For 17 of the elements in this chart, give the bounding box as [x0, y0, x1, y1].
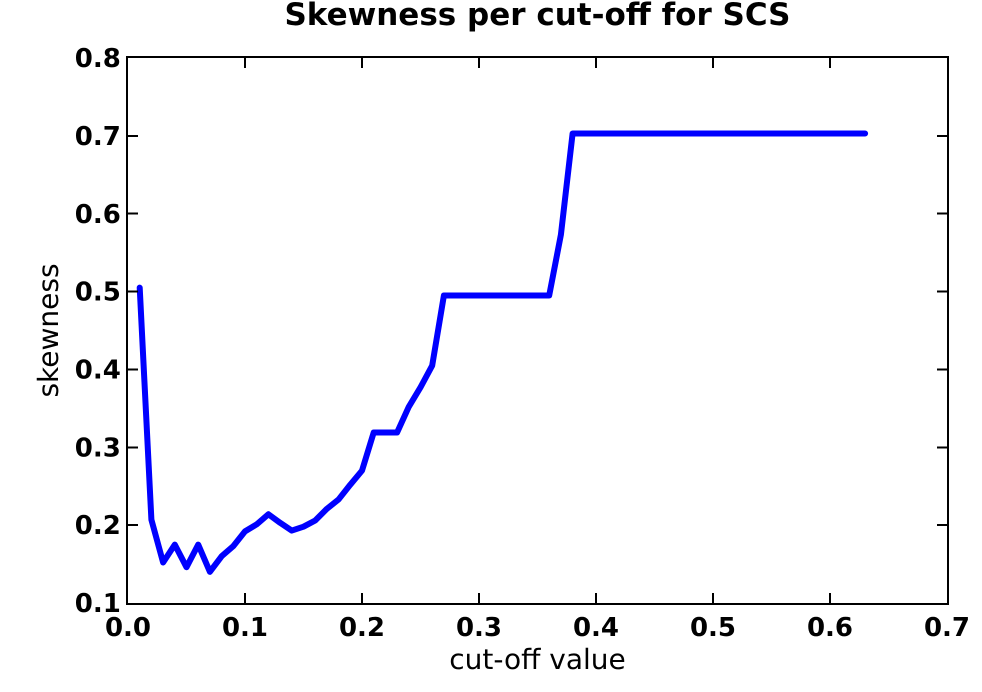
- y-tick-label: 0.3: [74, 433, 121, 464]
- y-tick-label: 0.6: [74, 200, 121, 230]
- x-tick-label: 0.2: [338, 613, 386, 644]
- x-tick-label: 0.6: [806, 613, 854, 644]
- x-tick-label: 0.4: [572, 613, 620, 644]
- y-axis-title: skewness: [32, 263, 65, 398]
- y-tick-label: 0.7: [74, 122, 121, 152]
- y-tick-label: 0.2: [74, 511, 121, 542]
- y-tick-label: 0.4: [74, 356, 121, 386]
- y-tick-label: 0.5: [74, 278, 121, 308]
- y-tick-label: 0.8: [74, 44, 121, 74]
- x-tick-label: 0.1: [222, 613, 268, 644]
- x-tick-label: 0.3: [456, 613, 502, 644]
- x-axis-title: cut-off value: [449, 643, 626, 676]
- x-tick-label: 0.5: [690, 613, 736, 644]
- chart-title: Skewness per cut-off for SCS: [284, 0, 791, 34]
- x-tick-label: 0.7: [924, 613, 970, 644]
